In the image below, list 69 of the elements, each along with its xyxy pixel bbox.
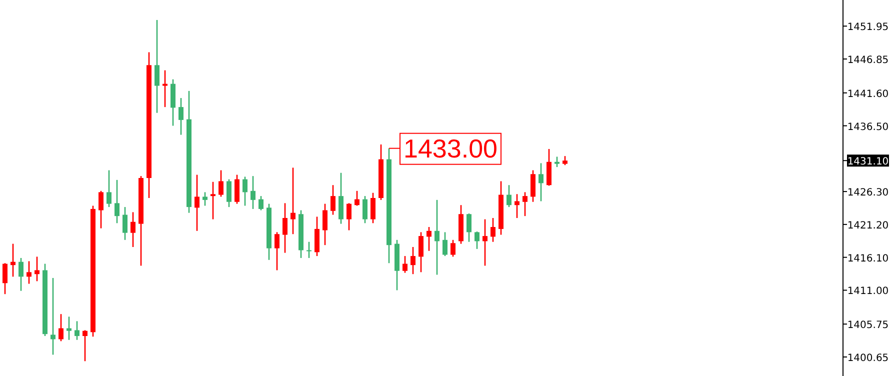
candlestick: [122, 206, 128, 241]
candlestick: [370, 192, 376, 224]
candlestick: [546, 148, 552, 186]
candlestick: [282, 202, 288, 254]
candlestick: [82, 330, 88, 362]
candlestick: [442, 232, 448, 257]
candlestick: [234, 174, 240, 204]
candlestick: [314, 216, 320, 257]
candlestick: [66, 316, 72, 341]
candlestick: [178, 97, 184, 136]
candlestick: [58, 313, 64, 342]
candlestick: [354, 190, 360, 206]
candlestick: [34, 256, 40, 282]
candlestick: [322, 203, 328, 246]
y-tick-label: 1451.95: [847, 22, 889, 34]
candlestick: [426, 226, 432, 252]
y-tick-label: 1426.30: [847, 188, 889, 199]
candlestick: [338, 172, 344, 224]
y-tick-label: 1436.50: [847, 122, 889, 133]
candlestick: [274, 232, 280, 271]
candlestick: [98, 190, 104, 229]
candlestick: [226, 178, 232, 208]
candlestick: [250, 175, 256, 210]
candlestick: [18, 257, 24, 292]
candlestick: [162, 70, 168, 108]
candlestick: [402, 255, 408, 274]
y-tick-label: 1446.85: [847, 55, 889, 66]
candlestick: [514, 193, 520, 219]
candlestick: [106, 170, 112, 208]
candlestick: [202, 192, 208, 206]
candlestick: [474, 230, 480, 250]
candlestick: [130, 212, 136, 248]
y-tick-label: 1400.65: [847, 352, 889, 364]
candlestick: [562, 155, 568, 166]
candlestick: [242, 176, 248, 206]
y-tick-label: 1405.75: [847, 320, 889, 332]
y-tick-label: 1416.10: [847, 253, 889, 264]
candlestick: [506, 184, 512, 208]
candlestick: [306, 241, 312, 259]
candlestick: [194, 174, 200, 232]
candlestick: [170, 78, 176, 126]
candlestick: [418, 232, 424, 273]
candlestick: [410, 246, 416, 275]
candlestick: [26, 260, 32, 284]
candlestick: [290, 167, 296, 235]
y-tick-label: 1421.20: [847, 220, 889, 232]
candlestick: [490, 217, 496, 242]
candlestick: [210, 181, 216, 220]
candlestick: [154, 19, 160, 114]
candlestick: [482, 218, 488, 266]
candlestick: [50, 277, 56, 356]
candlestick: [554, 156, 560, 168]
candlestick: [10, 243, 16, 278]
candlestick: [258, 195, 264, 211]
candlestick: [434, 199, 440, 276]
candlestick: [218, 170, 224, 198]
candlestick: [530, 170, 536, 203]
candlestick: [362, 195, 368, 224]
candlestick: [522, 192, 528, 217]
candlestick: [346, 202, 352, 231]
candlestick: [538, 162, 544, 202]
candlestick: [2, 262, 8, 295]
candlestick: [330, 184, 336, 216]
candlestick: [466, 212, 472, 242]
candlestick: [114, 179, 120, 224]
candlestick: [450, 239, 456, 258]
candlestick: [74, 320, 80, 341]
y-tick-label: 1411.00: [847, 286, 889, 298]
y-tick-label: 1441.60: [847, 88, 889, 100]
